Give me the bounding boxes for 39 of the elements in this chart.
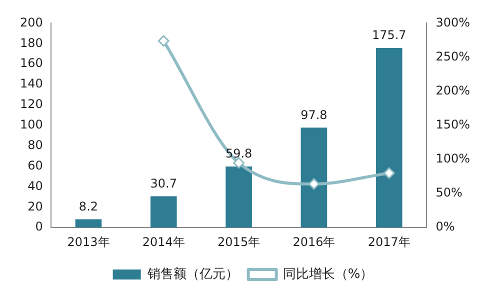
bar (150, 196, 177, 228)
data-label: 59.8 (225, 146, 252, 161)
bar (75, 219, 102, 228)
bar (376, 48, 402, 228)
y-tick-label: 80 (28, 138, 43, 152)
y-tick-label: 40 (28, 178, 43, 193)
point (158, 35, 170, 47)
y2-tick-label: 100% (436, 152, 470, 166)
data-label: 97.8 (300, 108, 328, 122)
x-tick-label: 2016年 (292, 234, 336, 249)
data-label: 30.7 (150, 176, 177, 190)
point (383, 167, 395, 179)
y2-tick-label: 150% (436, 118, 470, 132)
y-tick-label: 120 (20, 97, 43, 112)
y2-tick-label: 50% (436, 186, 462, 200)
x-tick-label: 2015年 (218, 234, 260, 249)
data-label: 175.7 (372, 28, 406, 42)
y-tick-label: 0 (35, 220, 43, 234)
y-tick-label: 180 (20, 36, 43, 50)
y-tick-label: 140 (20, 76, 43, 91)
x-tick-label: 2017年 (368, 234, 410, 249)
legend-label: 同比增长（%） (282, 266, 374, 282)
bar (300, 128, 328, 228)
y2-tick-label: 300% (436, 15, 470, 30)
y-tick-label: 100 (20, 118, 43, 132)
y-tick-label: 200 (20, 15, 43, 30)
y-tick-label: 160 (20, 56, 43, 70)
y-tick-label: 20 (28, 199, 43, 214)
x-tick-label: 2014年 (142, 234, 185, 249)
point (308, 178, 320, 190)
data-label: 8.2 (78, 199, 98, 214)
x-tick-label: 2013年 (67, 234, 110, 249)
y2-tick-label: 250% (436, 49, 470, 64)
point (233, 157, 245, 169)
y2-tick-label: 200% (436, 83, 470, 98)
legend-label: 销售额（亿元） (146, 266, 238, 282)
bar (226, 166, 252, 228)
y2-tick-label: 0% (436, 220, 455, 234)
y-tick-label: 60 (28, 158, 43, 172)
